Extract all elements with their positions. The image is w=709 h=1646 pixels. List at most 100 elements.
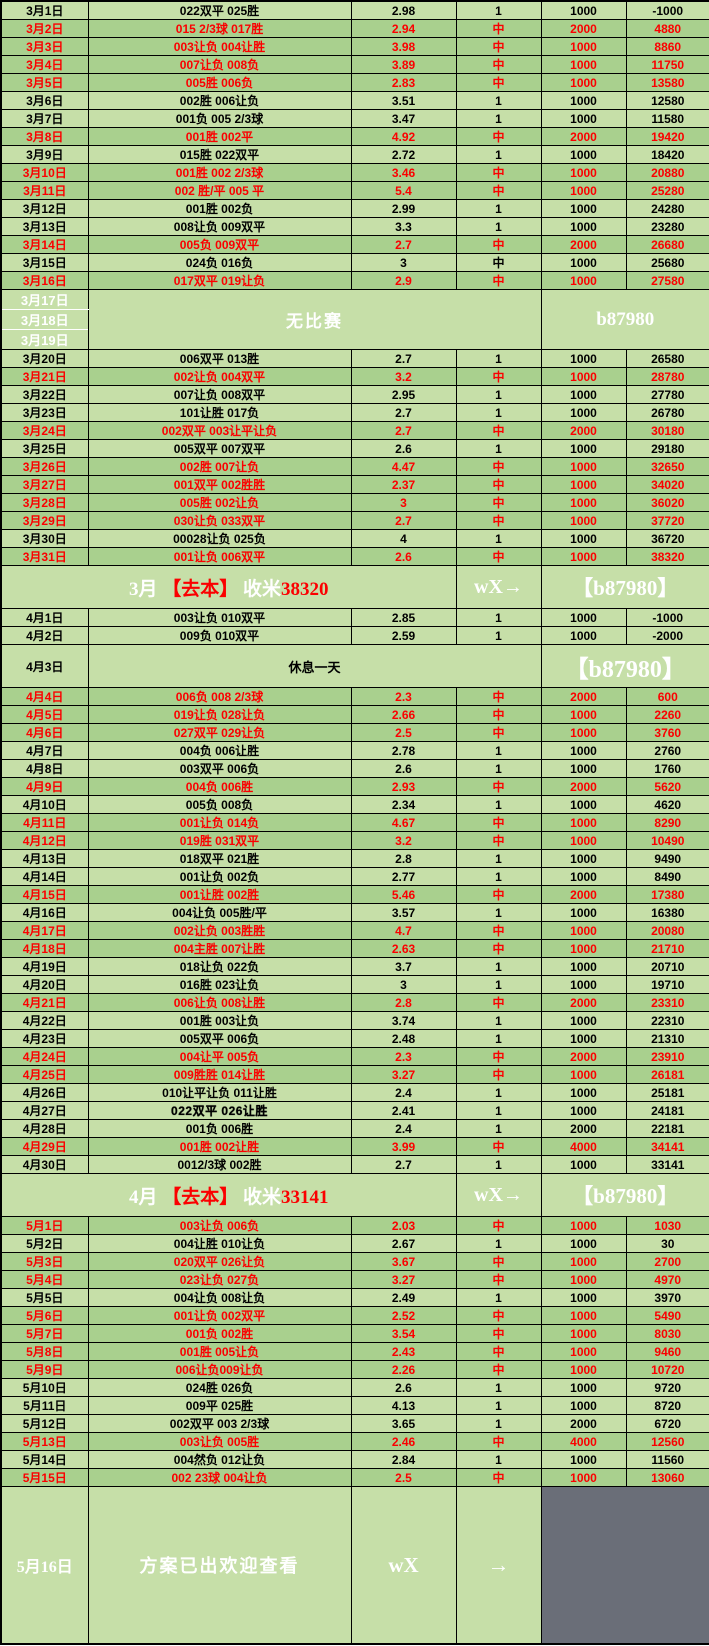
table-row: 3月31日 001让负 006双平 2.6 中 1000 38320: [0, 547, 709, 566]
stake-cell: 1000: [540, 403, 627, 422]
odds-cell: 2.93: [350, 777, 457, 796]
table-row: 3月22日 007让负 008双平 2.95 1 1000 27780: [0, 385, 709, 404]
total-cell: 13060: [625, 1468, 709, 1487]
odds-cell: 2.4: [350, 1119, 457, 1138]
odds-cell: 5.46: [350, 885, 457, 904]
table-row: 4月9日 004负 006胜 2.93 中 2000 5620: [0, 777, 709, 796]
odds-cell: 2.98: [350, 0, 457, 20]
bet-cell: 004让负 005胜/平: [87, 903, 352, 922]
odds-cell: 2.37: [350, 475, 457, 494]
odds-cell: 2.8: [350, 849, 457, 868]
bet-cell: 0012/3球 002胜: [87, 1155, 352, 1174]
odds-cell: 2.03: [350, 1216, 457, 1235]
stake-cell: 1000: [540, 1378, 627, 1397]
footer-row: 5月16日 方案已出欢迎查看 wX →: [0, 1486, 709, 1645]
table-row: 5月6日 001让负 002双平 2.52 中 1000 5490: [0, 1306, 709, 1325]
bet-cell: 003让负 004让胜: [87, 37, 352, 56]
table-row: 3月15日 024负 016负 3 中 1000 25680: [0, 253, 709, 272]
stake-cell: 1000: [540, 1101, 627, 1120]
contact-code: 【b87980】: [540, 565, 709, 609]
result-cell: 1: [455, 903, 542, 922]
result-cell: 中: [455, 1360, 542, 1379]
date-cell: 3月2日: [0, 19, 89, 38]
result-cell: 1: [455, 975, 542, 994]
stake-cell: 1000: [540, 921, 627, 940]
odds-cell: 2.8: [350, 993, 457, 1012]
result-cell: 中: [455, 235, 542, 254]
odds-cell: 3.47: [350, 109, 457, 128]
table-row: 3月5日 005胜 006负 2.83 中 1000 13580: [0, 73, 709, 92]
table-row: 5月4日 023让负 027负 3.27 中 1000 4970: [0, 1270, 709, 1289]
summary-part: 收米: [238, 578, 282, 600]
result-cell: 1: [455, 608, 542, 627]
date-cell: 4月18日: [0, 939, 89, 958]
total-cell: 1030: [625, 1216, 709, 1235]
stake-cell: 1000: [540, 145, 627, 164]
bet-cell: 004主胜 007让胜: [87, 939, 352, 958]
odds-cell: 4.92: [350, 127, 457, 146]
table-row: 4月16日 004让负 005胜/平 3.57 1 1000 16380: [0, 903, 709, 922]
result-cell: 1: [455, 1234, 542, 1253]
total-cell: 21310: [625, 1029, 709, 1048]
result-cell: 中: [455, 939, 542, 958]
date-cell: 3月22日: [0, 385, 89, 404]
total-cell: 11750: [625, 55, 709, 74]
bet-cell: 017双平 019让负: [87, 271, 352, 290]
date-cell: 5月9日: [0, 1360, 89, 1379]
date-cell: 3月5日: [0, 73, 89, 92]
table-row: 5月3日 020双平 026让负 3.67 中 1000 2700: [0, 1252, 709, 1271]
stake-cell: 1000: [540, 547, 627, 566]
result-cell: 1: [455, 109, 542, 128]
total-cell: 19710: [625, 975, 709, 994]
contact-code: 【b87980】: [540, 644, 709, 688]
total-cell: 25680: [625, 253, 709, 272]
table-row: 4月23日 005双平 006负 2.48 1 1000 21310: [0, 1029, 709, 1048]
odds-cell: 3: [350, 493, 457, 512]
table-row: 5月15日 002 23球 004让负 2.5 中 1000 13060: [0, 1468, 709, 1487]
result-cell: 中: [455, 1137, 542, 1156]
bet-cell: 001负 006胜: [87, 1119, 352, 1138]
odds-cell: 3.27: [350, 1270, 457, 1289]
bet-cell: 002双平 003让平让负: [87, 421, 352, 440]
result-cell: 中: [455, 1432, 542, 1451]
result-cell: 1: [455, 1029, 542, 1048]
odds-cell: 2.26: [350, 1360, 457, 1379]
odds-cell: 2.6: [350, 759, 457, 778]
result-cell: 中: [455, 705, 542, 724]
table-row: 3月11日 002 胜/平 005 平 5.4 中 1000 25280: [0, 181, 709, 200]
bet-cell: 005双平 007双平: [87, 439, 352, 458]
table-row: 3月7日 001负 005 2/3球 3.47 1 1000 11580: [0, 109, 709, 128]
table-row: 4月15日 001让胜 002胜 5.46 中 2000 17380: [0, 885, 709, 904]
total-cell: 6720: [625, 1414, 709, 1433]
stake-cell: 1000: [540, 1011, 627, 1030]
bet-cell: 005双平 006负: [87, 1029, 352, 1048]
bet-cell: 024负 016负: [87, 253, 352, 272]
odds-cell: 3.65: [350, 1414, 457, 1433]
odds-cell: 3.99: [350, 1137, 457, 1156]
result-cell: 1: [455, 1011, 542, 1030]
result-cell: 中: [455, 271, 542, 290]
odds-cell: 3.57: [350, 903, 457, 922]
date-cell: 3月25日: [0, 439, 89, 458]
total-cell: 9460: [625, 1342, 709, 1361]
bet-cell: 002让负 003胜胜: [87, 921, 352, 940]
table-row: 3月29日 030让负 033双平 2.7 中 1000 37720: [0, 511, 709, 530]
table-row: 5月10日 024胜 026负 2.6 1 1000 9720: [0, 1378, 709, 1397]
bet-cell: 002 23球 004让负: [87, 1468, 352, 1487]
summary-part: 33141: [281, 1186, 329, 1208]
date-cell: 3月17日: [0, 289, 89, 310]
date-cell: 4月28日: [0, 1119, 89, 1138]
month-summary-row: 4月 【去本】 收米33141 wX→ 【b87980】: [0, 1173, 709, 1217]
bet-cell: 001胜 003让负: [87, 1011, 352, 1030]
total-cell: 3970: [625, 1288, 709, 1307]
stake-cell: 1000: [540, 253, 627, 272]
table-row: 4月1日 003让负 010双平 2.85 1 1000 -1000: [0, 608, 709, 627]
table-row: 4月5日 019让负 028让负 2.66 中 1000 2260: [0, 705, 709, 724]
odds-cell: 3.67: [350, 1252, 457, 1271]
summary-part: 收米: [238, 1186, 282, 1208]
table-row: 3月21日 002让负 004双平 3.2 中 1000 28780: [0, 367, 709, 386]
table-row: 5月8日 001胜 005让负 2.43 中 1000 9460: [0, 1342, 709, 1361]
table-row: 3月26日 002胜 007让负 4.47 中 1000 32650: [0, 457, 709, 476]
table-row: 3月16日 017双平 019让负 2.9 中 1000 27580: [0, 271, 709, 290]
